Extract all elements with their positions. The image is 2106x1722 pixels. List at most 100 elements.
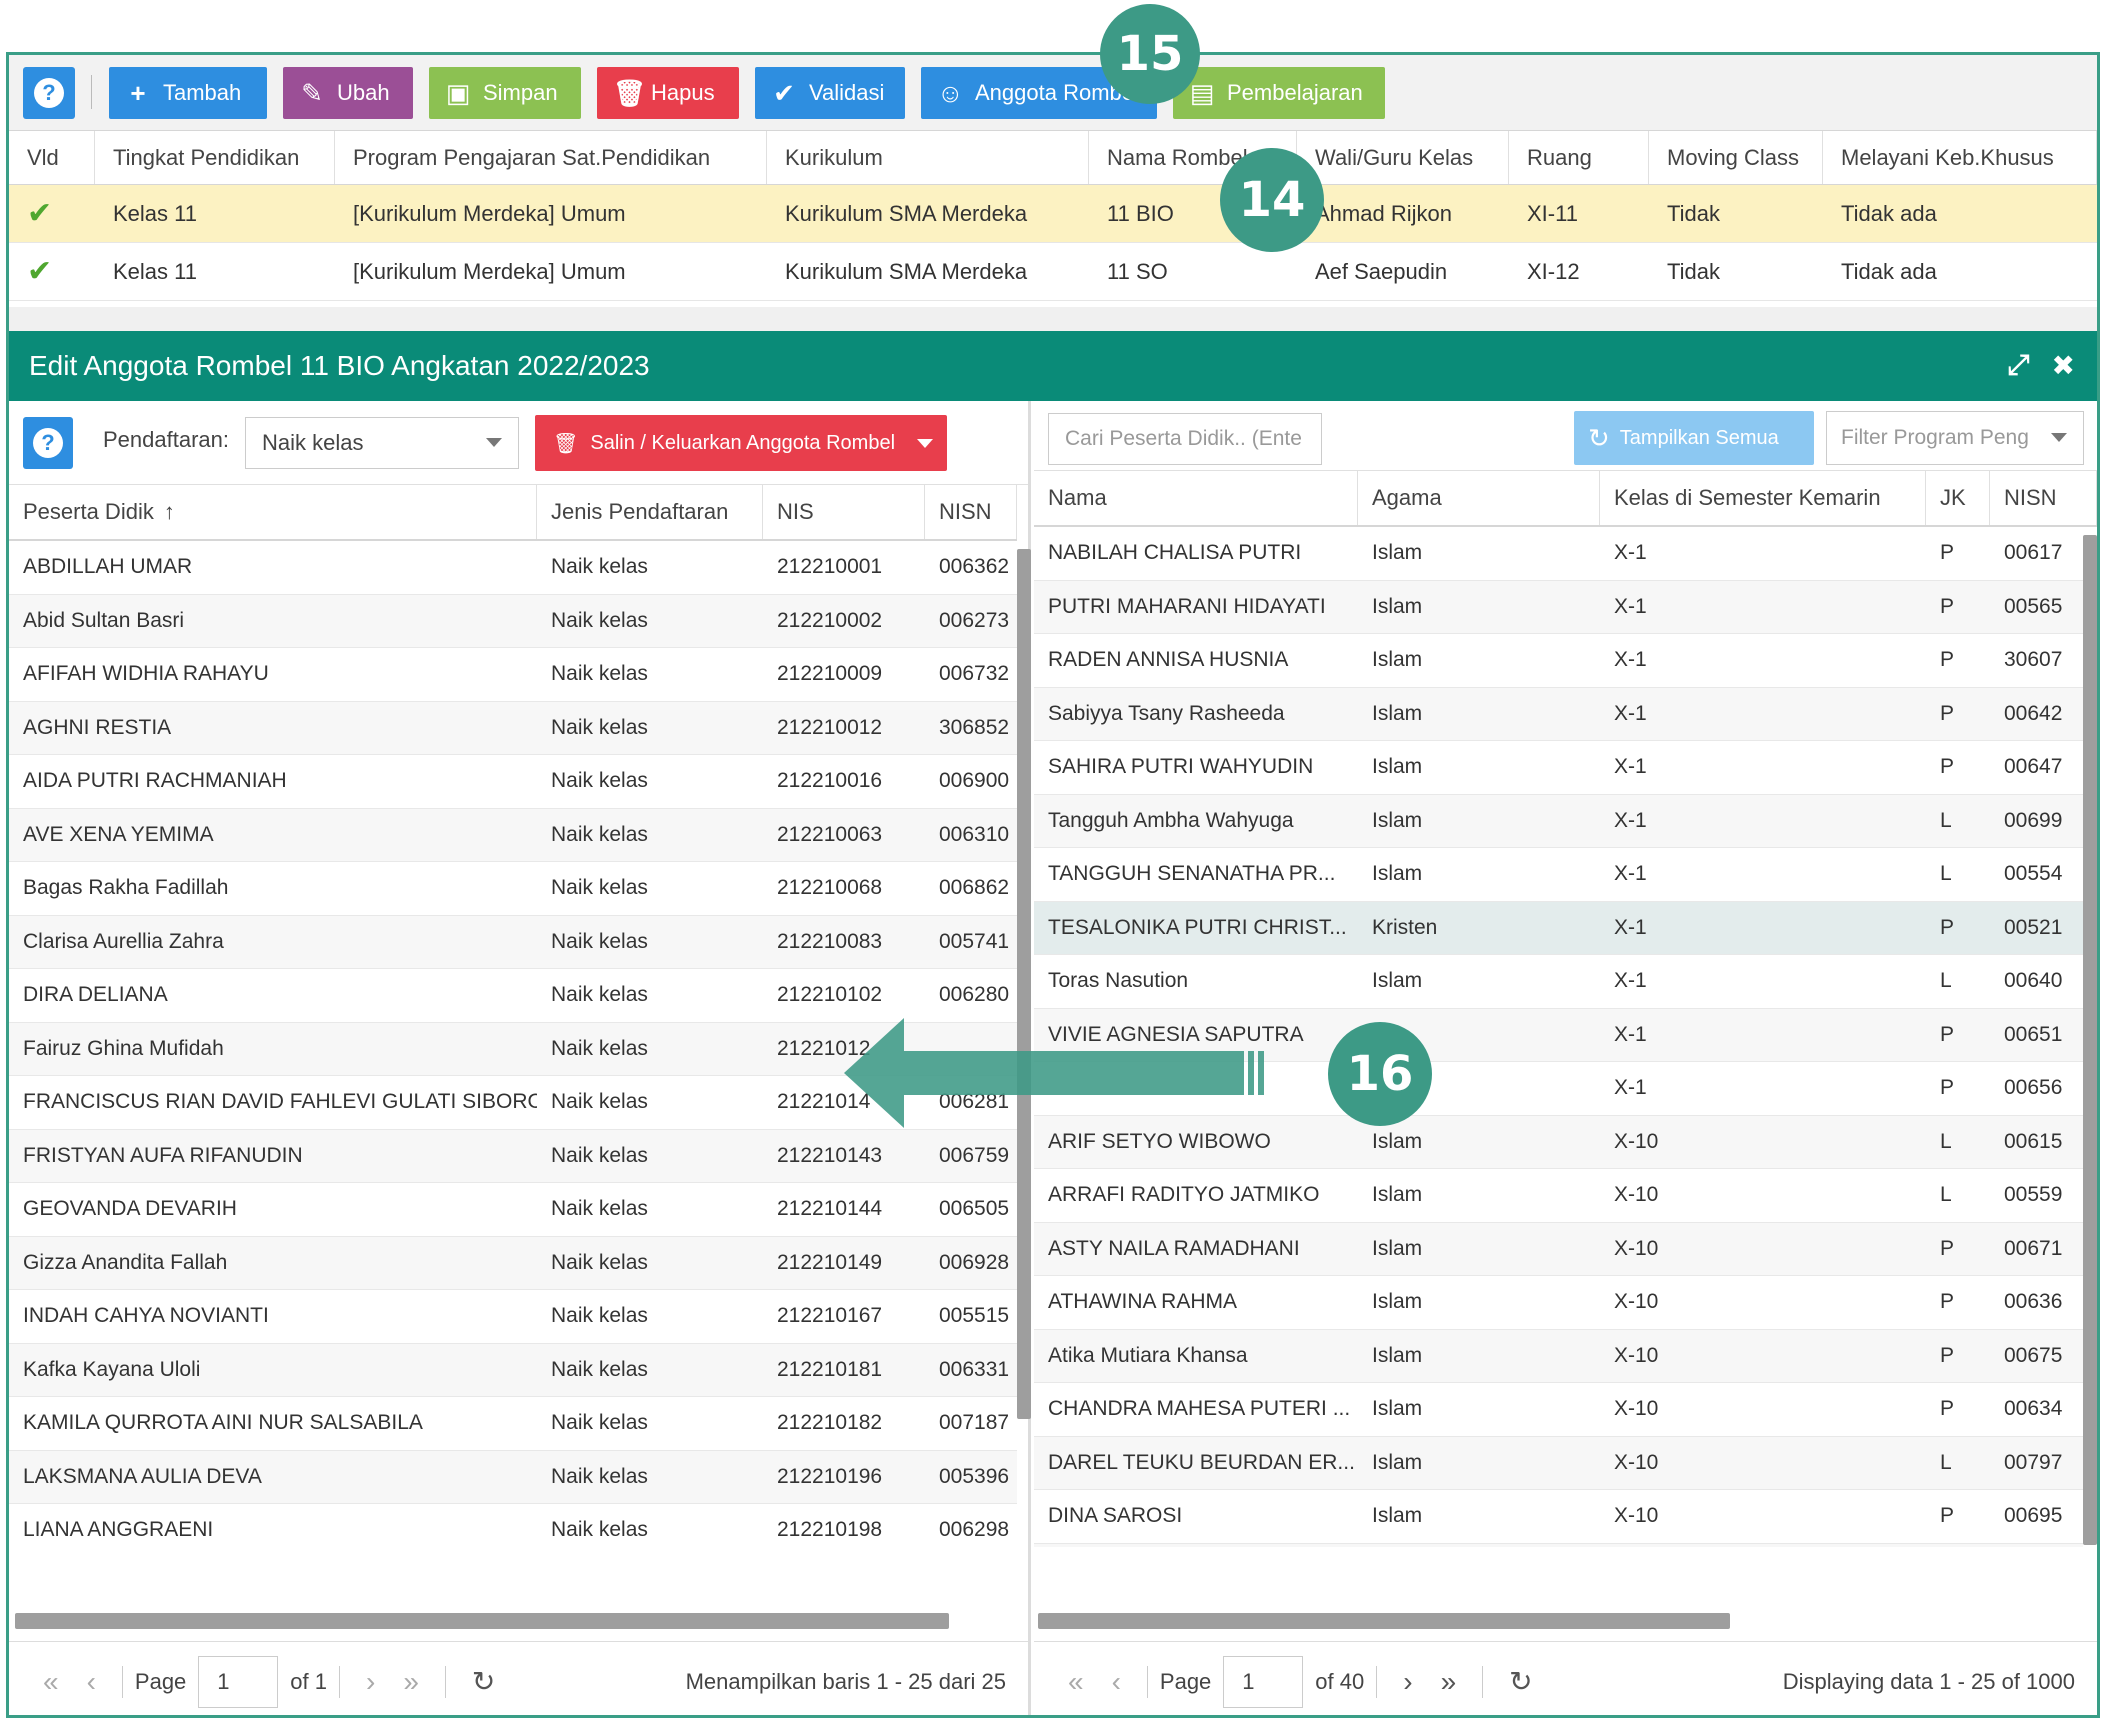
table-row[interactable]: GEOVANDA DEVARIH Naik kelas 212210144 00650… [9, 1183, 1017, 1237]
table-row[interactable]: LAKSMANA AULIA DEVA Naik kelas 212210196 00… [9, 1450, 1017, 1504]
left-help-button[interactable]: ? [23, 417, 73, 469]
filter-program-select[interactable]: Filter Program Peng [1826, 411, 2084, 465]
col-peserta-didik[interactable]: Peserta Didik ↑ [9, 485, 537, 539]
col-vld[interactable]: Vld [9, 131, 95, 184]
cell-kurikulum: Kurikulum SMA Merdeka [785, 200, 1028, 226]
cell-kurikulum: Kurikulum SMA Merdeka [785, 258, 1028, 284]
col-nisn[interactable]: NISN [1990, 471, 2097, 525]
salin-keluarkan-button[interactable]: 🗑 Salin / Keluarkan Anggota Rombel [535, 415, 947, 471]
next-page-icon[interactable]: › [1403, 1665, 1413, 1697]
table-row[interactable]: TESALONIKA PUTRI CHRIST... Kristen X-1 P 005… [1034, 901, 2083, 955]
right-vertical-scrollbar[interactable] [2083, 535, 2097, 1545]
next-page-icon[interactable]: › [366, 1665, 376, 1697]
table-row[interactable]: AGHNI RESTIA Naik kelas 212210012 306852 [9, 701, 1017, 755]
col-tingkat[interactable]: Tingkat Pendidikan [95, 131, 335, 184]
table-row[interactable]: Toras Nasution Islam X-1 L 00640 [1034, 955, 2083, 1009]
page-count: of 1 [290, 1668, 327, 1694]
col-program[interactable]: Program Pengajaran Sat.Pendidikan [335, 131, 767, 184]
col-nis[interactable]: NIS [763, 485, 925, 539]
table-row[interactable]: DAREL TEUKU BEURDAN ER... Islam X-10 L 00797 [1034, 1436, 2083, 1490]
table-row[interactable]: Bagas Rakha Fadillah Naik kelas 212210068 0… [9, 862, 1017, 916]
prev-page-icon[interactable]: ‹ [1111, 1665, 1121, 1697]
tambah-button[interactable]: + Tambah [109, 67, 267, 119]
first-page-icon[interactable]: « [1068, 1665, 1084, 1697]
table-row[interactable]: LIANA ANGGRAENI Naik kelas 212210198 006298 [9, 1504, 1017, 1547]
col-melayani[interactable]: Melayani Keb.Khusus [1823, 131, 2097, 184]
table-row[interactable]: FRANCISCUS RIAN DAVID FAHLEVI GULATI SIB… [9, 1076, 1017, 1130]
cell-nisn: 006759 [939, 1143, 1010, 1167]
close-icon[interactable]: ✖ [2051, 350, 2075, 381]
ubah-button[interactable]: ✎ Ubah [283, 67, 413, 119]
table-row[interactable]: KAMILA QURROTA AINI NUR SALSABILA Naik ke… [9, 1397, 1017, 1451]
pembelajaran-button[interactable]: ▤ Pembelajaran [1173, 67, 1385, 119]
last-page-icon[interactable]: » [1440, 1665, 1457, 1697]
refresh-icon[interactable]: ↻ [471, 1666, 496, 1697]
group-icon: ☺ [937, 77, 964, 108]
cell-nama: FRANCISCUS RIAN DAVID FAHLEVI GULATI SIB… [23, 1090, 537, 1114]
table-row[interactable]: AIDA PUTRI RACHMANIAH Naik kelas 212210016… [9, 755, 1017, 809]
page-input[interactable]: 1 [198, 1655, 279, 1708]
cell-nis: 212210063 [777, 822, 883, 846]
refresh-icon[interactable]: ↻ [1509, 1666, 1533, 1697]
simpan-button[interactable]: ▣ Simpan [429, 67, 581, 119]
table-row[interactable]: Euzebio Jeremia AparicioKatholikX-10L006… [1034, 1543, 2083, 1547]
table-row[interactable]: ABDILLAH UMAR Naik kelas 212210001 006362 [9, 541, 1017, 595]
col-kurikulum[interactable]: Kurikulum [767, 131, 1089, 184]
col-jk[interactable]: JK [1926, 471, 1990, 525]
pendaftaran-select[interactable]: Naik kelas [245, 417, 519, 469]
col-nama-rombel[interactable]: Nama Rombel [1089, 131, 1297, 184]
cell-ruang: XI-12 [1527, 258, 1580, 284]
col-nama[interactable]: Nama [1034, 471, 1358, 525]
table-row[interactable]: SAHIRA PUTRI WAHYUDIN Islam X-1 P 00647 [1034, 741, 2083, 795]
table-row[interactable]: ARIF SETYO WIBOWO Islam X-10 L 00615 [1034, 1115, 2083, 1169]
table-row[interactable]: DIRA DELIANA Naik kelas 212210102 006280 [9, 969, 1017, 1023]
col-nisn[interactable]: NISN [925, 485, 1017, 539]
col-jenis-pendaftaran[interactable]: Jenis Pendaftaran [537, 485, 763, 539]
table-row[interactable]: NABILAH CHALISA PUTRI Islam X-1 P 00617 [1034, 527, 2083, 581]
maximize-icon[interactable]: ⤢ [2007, 349, 2030, 380]
table-row[interactable]: Atika Mutiara Khansa Islam X-10 P 00675 [1034, 1329, 2083, 1383]
table-row[interactable]: CHANDRA MAHESA PUTERI ... Islam X-10 P 00634 [1034, 1383, 2083, 1437]
table-row[interactable]: Abid Sultan Basri Naik kelas 212210002 0062… [9, 594, 1017, 648]
help-button[interactable]: ? [23, 67, 75, 119]
table-row[interactable]: AFIFAH WIDHIA RAHAYU Naik kelas 212210009 0… [9, 648, 1017, 702]
validasi-button[interactable]: ✔ Validasi [755, 67, 905, 119]
table-row[interactable]: Gizza Anandita Fallah Naik kelas 212210149… [9, 1236, 1017, 1290]
table-row[interactable]: ATHAWINA RAHMA Islam X-10 P 00636 [1034, 1276, 2083, 1330]
table-row[interactable]: X-1 P 00656 [1034, 1062, 2083, 1116]
col-moving-class[interactable]: Moving Class [1649, 131, 1823, 184]
last-page-icon[interactable]: » [403, 1665, 419, 1697]
col-wali[interactable]: Wali/Guru Kelas [1297, 131, 1509, 184]
table-row[interactable]: TANGGUH SENANATHA PR... Islam X-1 L 00554 [1034, 848, 2083, 902]
table-row[interactable]: Sabiyya Tsany Rasheeda Islam X-1 P 00642 [1034, 687, 2083, 741]
table-row[interactable]: RADEN ANNISA HUSNIA Islam X-1 P 30607 [1034, 634, 2083, 688]
col-ruang[interactable]: Ruang [1509, 131, 1649, 184]
table-row[interactable]: INDAH CAHYA NOVIANTI Naik kelas 212210167 0… [9, 1290, 1017, 1344]
table-row[interactable]: Kafka Kayana Uloli Naik kelas 212210181 006… [9, 1343, 1017, 1397]
page-input[interactable]: 1 [1223, 1655, 1304, 1708]
cell-nisn: 00695 [2004, 1504, 2063, 1528]
table-row[interactable]: ARRAFI RADITYO JATMIKO Islam X-10 L 00559 [1034, 1169, 2083, 1223]
table-row[interactable]: Tangguh Ambha Wahyuga Islam X-1 L 00699 [1034, 794, 2083, 848]
prev-page-icon[interactable]: ‹ [86, 1665, 96, 1697]
rombel-row[interactable]: ✔ Kelas 11 [Kurikulum Merdeka] Umum Kuri… [9, 243, 2097, 301]
rombel-row[interactable]: ✔ Kelas 11 [Kurikulum Merdeka] Umum Kuri… [9, 185, 2097, 243]
anggota-rombel-panel: ? Pendaftaran: Naik kelas 🗑 Salin / Kelua… [9, 401, 1031, 1715]
cell-nama: Tangguh Ambha Wahyuga [1048, 808, 1294, 832]
table-row[interactable]: PUTRI MAHARANI HIDAYATI Islam X-1 P 00565 [1034, 580, 2083, 634]
right-horizontal-scrollbar[interactable] [1038, 1613, 1730, 1629]
left-horizontal-scrollbar[interactable] [15, 1613, 949, 1629]
search-input[interactable]: Cari Peserta Didik.. (Ente [1048, 413, 1322, 465]
tampilkan-semua-button[interactable]: ↻ Tampilkan Semua [1574, 411, 1814, 465]
hapus-button[interactable]: 🗑 Hapus [597, 67, 739, 119]
table-row[interactable]: FRISTYAN AUFA RIFANUDIN Naik kelas 2122101… [9, 1129, 1017, 1183]
table-row[interactable]: DINA SAROSI Islam X-10 P 00695 [1034, 1490, 2083, 1544]
table-row[interactable]: AVE XENA YEMIMA Naik kelas 212210063 006310 [9, 808, 1017, 862]
col-kelas-kemarin[interactable]: Kelas di Semester Kemarin [1600, 471, 1926, 525]
table-row[interactable]: Fairuz Ghina Mufidah Naik kelas 21221012 [9, 1022, 1017, 1076]
col-agama[interactable]: Agama [1358, 471, 1600, 525]
table-row[interactable]: ASTY NAILA RAMADHANI Islam X-10 P 00671 [1034, 1222, 2083, 1276]
left-vertical-scrollbar[interactable] [1017, 549, 1031, 1419]
first-page-icon[interactable]: « [43, 1665, 59, 1697]
table-row[interactable]: Clarisa Aurellia Zahra Naik kelas 21221008… [9, 915, 1017, 969]
